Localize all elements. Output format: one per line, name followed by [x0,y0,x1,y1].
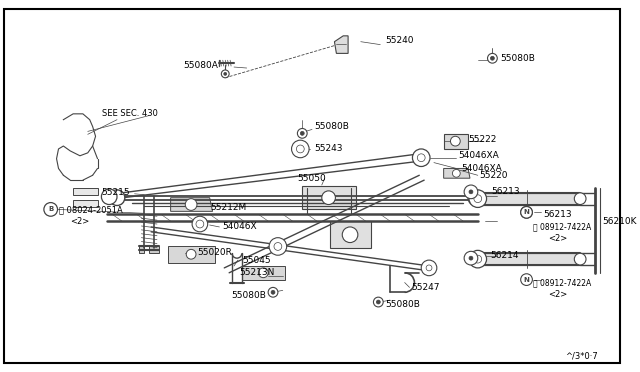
Text: SEE SEC. 430: SEE SEC. 430 [102,109,158,118]
Circle shape [374,297,383,307]
Text: 55045: 55045 [242,256,271,264]
Circle shape [224,73,227,76]
Circle shape [469,190,473,194]
Circle shape [469,250,486,268]
Text: 55050: 55050 [298,174,326,183]
Text: 55080B: 55080B [500,54,535,63]
Circle shape [521,206,532,218]
Text: B: B [48,206,53,212]
Text: 54046XA: 54046XA [458,151,499,160]
Circle shape [101,189,117,205]
Text: 55080B: 55080B [314,122,349,131]
Circle shape [490,56,494,60]
Text: N: N [524,277,529,283]
Circle shape [322,191,335,205]
Circle shape [464,185,478,199]
Polygon shape [478,253,580,265]
Circle shape [271,290,275,294]
Text: 56214: 56214 [490,251,519,260]
Circle shape [468,190,484,205]
Text: 55080B: 55080B [385,301,420,310]
Text: 55215: 55215 [101,188,130,197]
Polygon shape [242,266,285,280]
Text: Ⓝ 08912-7422A: Ⓝ 08912-7422A [533,278,591,287]
Circle shape [412,149,430,167]
Text: 54046X: 54046X [222,222,257,231]
Circle shape [574,253,586,265]
Polygon shape [302,186,356,209]
Circle shape [300,131,304,135]
Circle shape [488,54,497,63]
Circle shape [525,211,529,214]
Polygon shape [168,247,214,263]
Circle shape [426,265,432,271]
Circle shape [474,255,482,263]
Polygon shape [171,198,212,211]
Circle shape [292,140,309,158]
Circle shape [342,227,358,243]
Circle shape [469,190,486,208]
Text: 55243: 55243 [314,144,342,153]
Circle shape [221,70,229,78]
Text: 55220: 55220 [480,171,508,180]
Circle shape [186,249,196,259]
Polygon shape [444,169,470,178]
Text: 55240: 55240 [385,36,413,45]
Circle shape [185,199,197,211]
Polygon shape [335,36,348,54]
Text: <2>: <2> [548,290,567,299]
Circle shape [109,190,125,205]
Text: <2>: <2> [548,234,567,243]
Circle shape [274,243,282,250]
Text: ^/3*0·7: ^/3*0·7 [566,351,598,360]
Circle shape [192,216,208,232]
Polygon shape [73,200,97,208]
Circle shape [196,220,204,228]
Text: 55212M: 55212M [211,203,247,212]
Text: 56213: 56213 [543,210,572,219]
Text: 55020R: 55020R [197,248,232,257]
Text: 55213N: 55213N [239,268,275,277]
Circle shape [574,193,586,205]
Text: <2>: <2> [70,217,90,225]
Polygon shape [140,247,144,253]
Polygon shape [478,193,580,205]
Text: Ⓑ 08024-2051A: Ⓑ 08024-2051A [58,205,122,214]
Circle shape [268,288,278,297]
Circle shape [296,145,304,153]
Polygon shape [444,134,468,149]
Circle shape [451,136,460,146]
Text: Ⓝ 08912-7422A: Ⓝ 08912-7422A [533,222,591,231]
Circle shape [452,169,460,177]
Circle shape [376,300,380,304]
Text: N: N [524,209,529,215]
Text: 56210K: 56210K [603,217,637,225]
Text: 55222: 55222 [468,135,497,144]
Circle shape [474,195,482,203]
Text: 55080A: 55080A [183,61,218,70]
Circle shape [521,274,532,285]
Circle shape [469,256,473,260]
Text: 55080B: 55080B [231,291,266,300]
Polygon shape [330,221,371,248]
Polygon shape [73,188,97,195]
Text: 54046XA: 54046XA [461,164,502,173]
Circle shape [421,260,437,276]
Text: 56213: 56213 [492,187,520,196]
Circle shape [298,128,307,138]
Circle shape [259,268,268,278]
Circle shape [521,206,532,218]
Polygon shape [149,247,159,253]
Text: 55247: 55247 [412,283,440,292]
Circle shape [269,238,287,255]
Circle shape [464,251,478,265]
Circle shape [417,154,425,161]
Circle shape [44,203,58,216]
